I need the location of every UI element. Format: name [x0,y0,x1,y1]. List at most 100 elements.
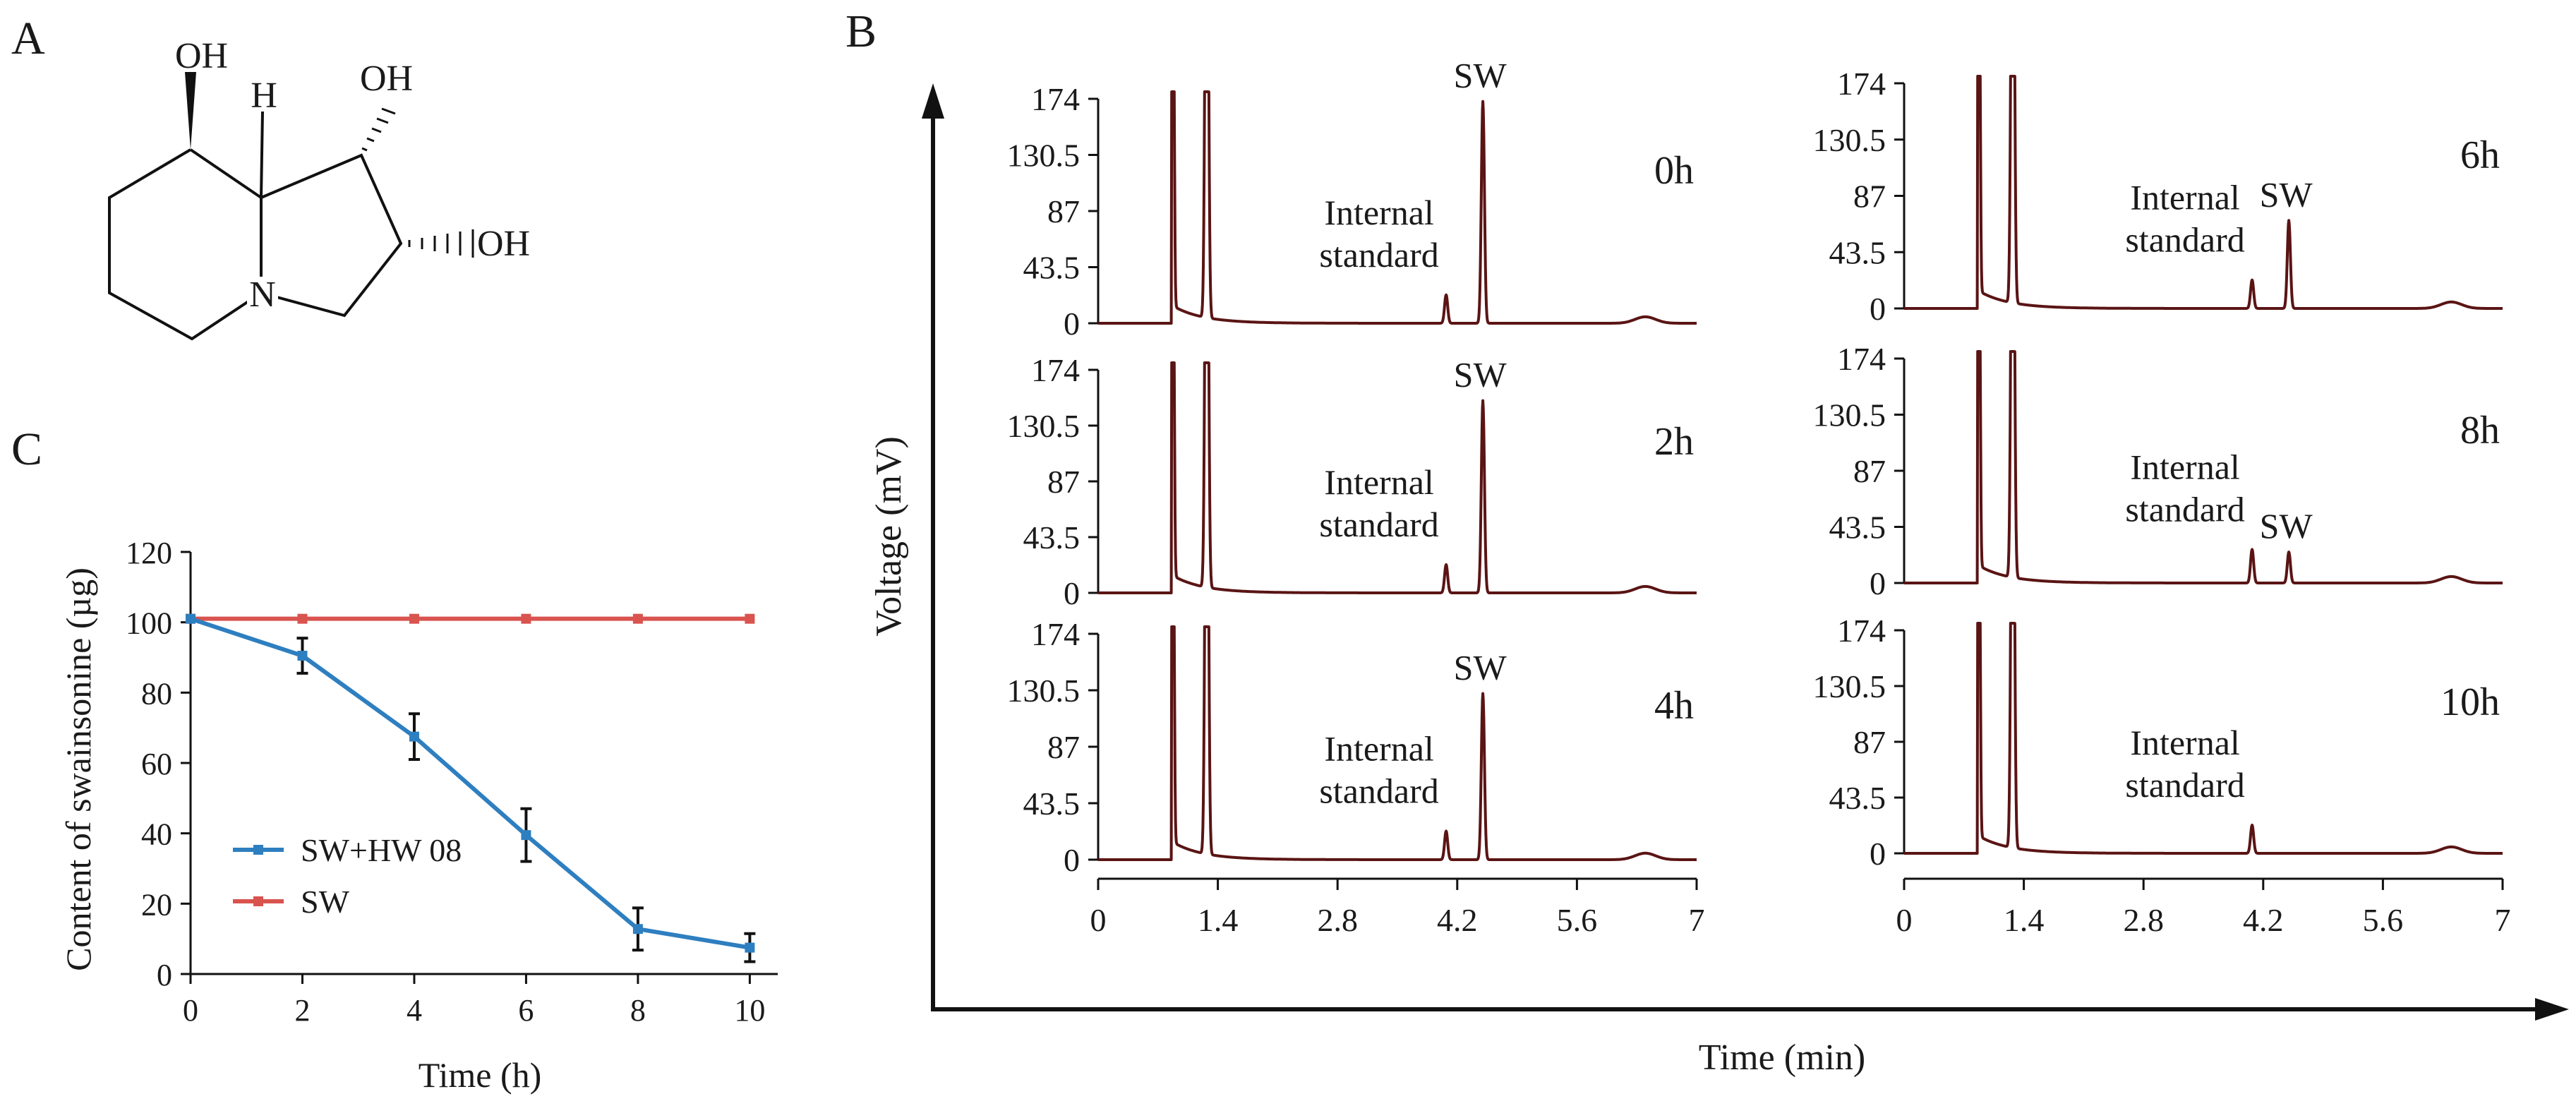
c-x-tick-label: 2 [294,993,310,1028]
b-y-tick-label: 174 [1031,352,1080,388]
c-legend-label-sw: SW [301,884,350,920]
b-internal-standard-label: standard [2125,489,2244,529]
hashed-bond-upper [361,107,396,152]
b-y-tick-label: 0 [1064,842,1080,878]
c-x-tick-label: 10 [734,993,765,1028]
chromatogram-panels: 043.587130.51740hInternalstandardSW043.5… [1007,56,2511,938]
b-y-tick-label: 130.5 [1007,673,1081,709]
b-time-point-label: 4h [1654,684,1694,728]
b-chromatogram-trace [1097,625,1698,861]
c-y-tick-label: 0 [157,958,172,992]
b-y-tick-label: 130.5 [1813,122,1886,158]
swainsonine-line-chart: 0 20 40 60 80 100 120 0 2 4 6 8 10 SW+HW 08 SW [126,536,778,1028]
c-y-tick-label: 80 [141,676,172,711]
panel-label-c: C [11,423,42,475]
b-y-axis-label: Voltage (mV) [869,436,909,637]
c-y-tick-label: 40 [141,817,172,852]
b-chromatogram-trace [1097,361,1698,594]
c-data-point-sw-hw-08 [186,613,195,624]
b-chromatogram-trace [1903,75,2504,310]
c-legend-marker-sw [253,896,263,906]
panel-label-b: B [845,6,877,57]
nitrogen-label: N [249,275,276,315]
b-time-axis-arrow [2535,998,2569,1021]
c-data-point-sw [632,613,643,624]
c-y-tick-label: 20 [141,887,172,922]
b-x-tick-label: 7 [1689,902,1705,938]
c-y-tick-label: 100 [126,606,172,641]
c-data-point-sw-hw-08 [297,651,308,661]
b-x-tick-label: 0 [1090,902,1107,938]
b-y-tick-label: 43.5 [1829,510,1886,546]
b-time-point-label: 2h [1654,420,1694,464]
b-sw-peak-label: SW [1454,648,1507,687]
c-series-line-sw-hw-08 [190,616,750,950]
b-y-tick-label: 0 [1064,306,1080,342]
c-legend-marker-sw-hw-08 [253,845,263,855]
b-time-point-label: 8h [2460,409,2500,452]
b-y-tick-label: 87 [1047,729,1080,765]
b-y-tick-label: 130.5 [1813,668,1886,704]
b-y-tick-label: 0 [1870,565,1886,601]
b-y-tick-label: 0 [1870,836,1886,872]
b-y-tick-label: 87 [1047,193,1080,229]
five-membered-ring [260,153,403,318]
c-data-point-sw [409,613,419,624]
panel-a: A OH OH OH H [11,13,530,341]
b-x-tick-label: 2.8 [2123,902,2164,938]
b-y-tick-label: 87 [1047,464,1080,500]
c-data-point-sw-hw-08 [521,830,531,841]
b-y-tick-label: 43.5 [1023,786,1081,822]
b-time-point-label: 0h [1654,149,1694,193]
b-internal-standard-label: standard [2125,765,2244,805]
b-sw-peak-label: SW [1454,56,1507,95]
b-y-tick-label: 174 [1837,613,1886,649]
c-data-point-sw-hw-08 [632,924,643,934]
b-chromatogram-trace [1903,350,2504,584]
b-y-tick-label: 87 [1853,453,1886,489]
six-membered-ring [108,148,263,341]
b-time-point-label: 6h [2460,133,2500,177]
b-y-tick-label: 174 [1837,66,1886,102]
b-y-tick-label: 130.5 [1007,408,1081,444]
b-x-tick-label: 7 [2495,902,2511,938]
b-sw-peak-label: SW [1454,355,1507,395]
hydrogen-label: H [251,76,277,116]
hashed-bond-right [408,229,474,258]
c-data-point-sw-hw-08 [745,942,755,953]
c-y-tick-label: 60 [141,747,172,781]
c-x-tick-label: 6 [518,993,534,1028]
h-bond [260,111,264,198]
oh-upper-right-label: OH [360,59,413,99]
b-voltage-axis-arrow [922,83,944,119]
c-x-tick-label: 8 [630,993,646,1028]
b-y-tick-label: 130.5 [1813,397,1886,433]
b-y-tick-label: 43.5 [1023,250,1081,286]
b-x-axis-label: Time (min) [1699,1038,1865,1078]
b-internal-standard-label: standard [1319,235,1438,275]
b-y-tick-label: 174 [1031,81,1080,117]
b-y-tick-label: 43.5 [1829,234,1886,270]
b-x-tick-label: 1.4 [1198,902,1239,938]
c-legend-label-sw-hw-08: SW+HW 08 [301,832,462,868]
b-internal-standard-label: standard [1319,505,1438,544]
b-chromatogram-trace [1903,622,2504,855]
b-x-tick-label: 5.6 [1557,902,1598,938]
b-internal-standard-label: Internal [1324,729,1433,769]
b-internal-standard-label: Internal [1324,193,1433,232]
b-internal-standard-label: Internal [2130,178,2239,217]
b-x-tick-label: 1.4 [2004,902,2045,938]
b-x-tick-label: 4.2 [2243,902,2284,938]
b-internal-standard-label: Internal [1324,462,1433,502]
panel-c: C 0 20 40 60 80 100 120 0 2 4 6 8 10 SW+HW 08 SW Time … [11,423,778,1095]
b-x-tick-label: 2.8 [1317,902,1358,938]
b-y-tick-label: 174 [1031,616,1080,652]
b-y-tick-label: 87 [1853,179,1886,215]
b-internal-standard-label: standard [2125,220,2244,260]
b-y-tick-label: 87 [1853,724,1886,760]
b-x-tick-label: 0 [1896,902,1913,938]
